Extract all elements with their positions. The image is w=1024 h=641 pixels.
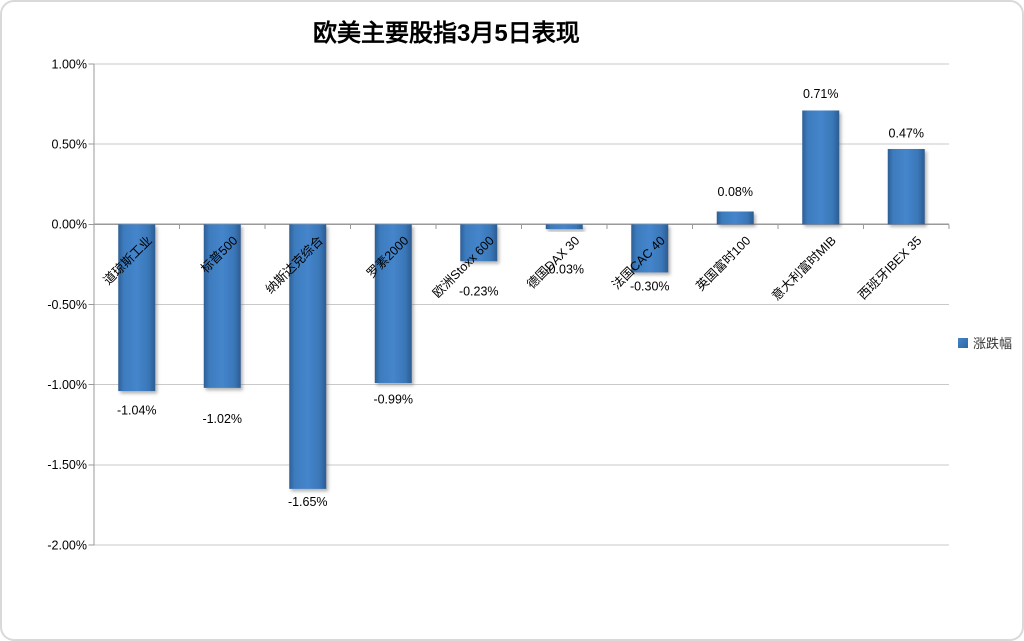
bar-value-label: -1.65% [288,495,328,509]
bar [545,224,583,230]
bar-value-label: -0.99% [373,392,413,406]
y-axis-tick-label: -1.00% [47,378,87,392]
bar [203,224,241,388]
bar-value-label: 0.71% [803,87,838,101]
bar [460,224,498,262]
bar [631,224,669,273]
chart-title: 欧美主要股指3月5日表现 [313,20,580,47]
legend: 涨跌幅 [958,333,1012,352]
bar [118,224,156,392]
bar-value-label: -1.02% [202,412,242,426]
bar-value-label: -1.04% [117,403,157,417]
bar-value-label: 0.47% [889,126,924,140]
category-label: 意大利富时MIB [768,233,839,304]
bar-value-label: -0.23% [459,285,499,299]
legend-label: 涨跌幅 [973,336,1013,351]
y-axis-tick-label: -2.00% [47,538,87,552]
y-axis-tick-label: -1.50% [47,458,87,472]
bar [289,224,327,489]
bar [374,224,412,384]
category-label: 西班牙IBEX 35 [856,234,925,303]
bar-value-label: 0.08% [718,185,753,199]
y-axis-tick-label: -0.50% [47,298,87,312]
bar [887,148,925,225]
bar-value-label: -0.03% [544,262,584,276]
legend-swatch [958,337,968,348]
y-axis-tick-label: 1.00% [52,57,87,71]
bar-value-label: -0.30% [630,280,670,294]
y-axis-tick-label: 0.50% [52,137,87,151]
bar [802,110,840,225]
category-label: 英国富时100 [693,233,754,294]
y-axis-tick-label: 0.00% [52,218,87,232]
bar [716,211,754,225]
